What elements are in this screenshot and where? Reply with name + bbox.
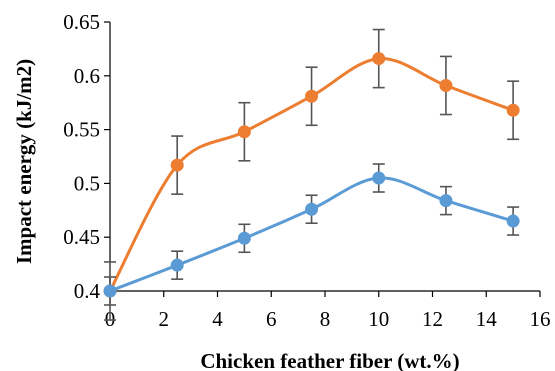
x-axis-title: Chicken feather fiber (wt.%) [200, 349, 459, 371]
y-tick-label: 0.4 [74, 279, 101, 303]
data-point [237, 231, 251, 245]
series-2 [103, 163, 520, 306]
data-point [372, 171, 386, 185]
y-tick-label: 0.5 [74, 171, 100, 195]
data-point [237, 125, 251, 139]
y-tick-label: 0.6 [74, 64, 100, 88]
data-point [372, 52, 386, 66]
data-point [506, 103, 520, 117]
series-1 [103, 28, 520, 321]
data-point [305, 202, 319, 216]
x-tick-label: 4 [212, 307, 223, 331]
y-tick-label: 0.45 [63, 225, 100, 249]
series-layer [103, 28, 520, 321]
x-tick-label: 10 [368, 307, 389, 331]
data-point [305, 89, 319, 103]
data-point [439, 194, 453, 208]
data-point [506, 214, 520, 228]
y-tick-label: 0.55 [63, 118, 100, 142]
y-ticks: 0.4 0.45 0.5 0.55 0.6 0.65 [63, 10, 110, 303]
data-point [439, 78, 453, 92]
x-tick-label: 16 [530, 307, 551, 331]
x-ticks: 0246810121416 [105, 291, 551, 331]
x-tick-label: 14 [476, 307, 498, 331]
data-point [103, 284, 117, 298]
y-tick-label: 0.65 [63, 10, 100, 34]
x-tick-label: 12 [422, 307, 443, 331]
x-tick-label: 2 [159, 307, 170, 331]
data-point [170, 158, 184, 172]
data-point [170, 258, 184, 272]
y-axis-title: Impact energy (kJ/m2) [12, 59, 36, 264]
x-tick-label: 6 [266, 307, 277, 331]
x-tick-label: 8 [320, 307, 331, 331]
